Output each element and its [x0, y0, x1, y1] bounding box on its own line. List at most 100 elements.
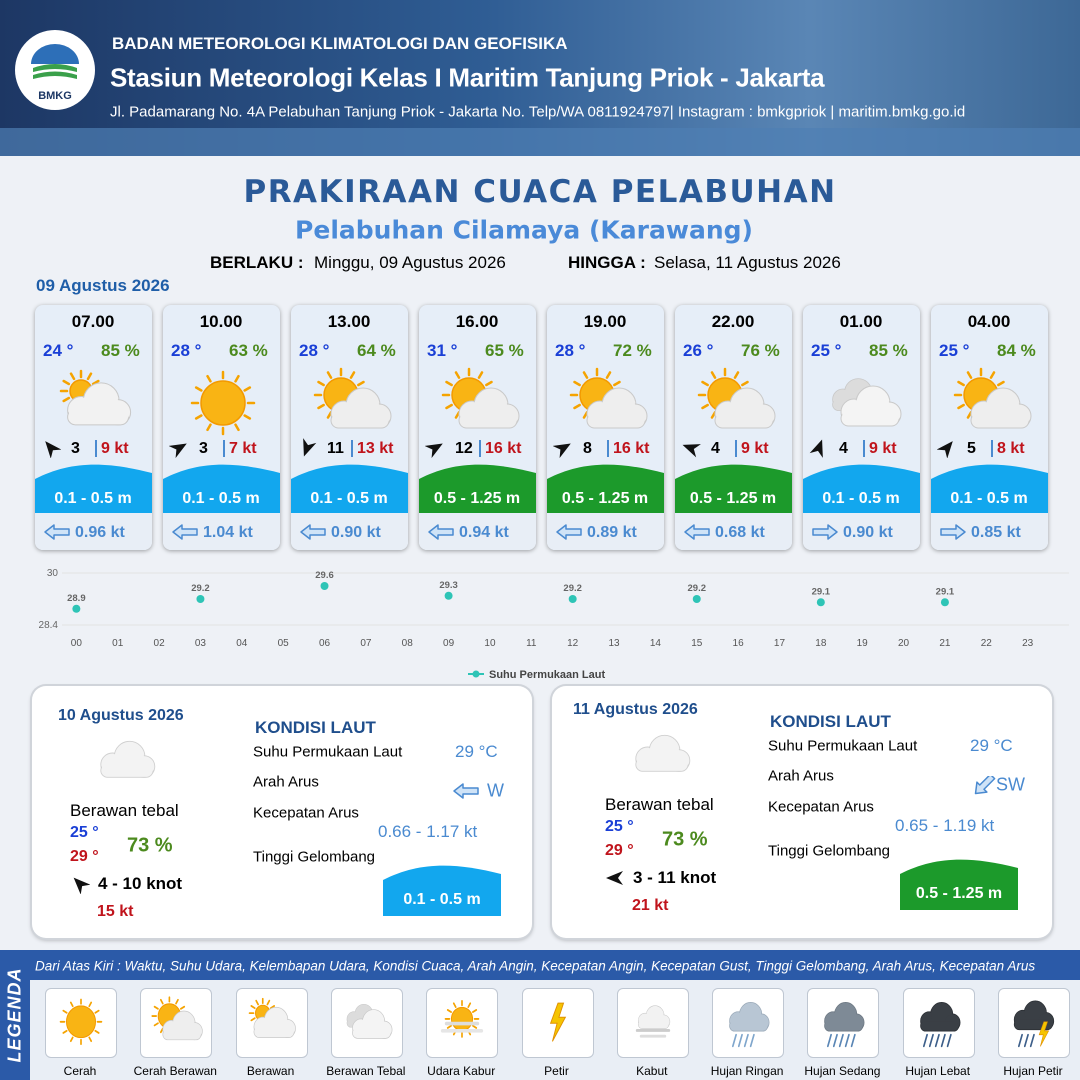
- weather-icon: [313, 367, 392, 429]
- gust: 7 kt: [229, 440, 257, 457]
- legend-icon-box: [807, 988, 880, 1058]
- icon: [635, 1005, 670, 1038]
- sst-point: [816, 598, 825, 607]
- wave-label: Tinggi Gelombang: [768, 842, 891, 860]
- time: 10.00: [199, 312, 243, 331]
- wave-height: 0.1 - 0.5 m: [54, 490, 132, 507]
- legend-item-label: Kabut: [636, 1064, 668, 1078]
- cloud: [1013, 1000, 1055, 1031]
- separator: [95, 440, 97, 457]
- wind-direction: [169, 443, 187, 458]
- logo: BMKG: [15, 30, 95, 110]
- time: 01.00: [839, 312, 883, 331]
- sun: [190, 370, 256, 436]
- current-speed: 0.85 kt: [971, 524, 1021, 541]
- wave: [803, 464, 920, 513]
- wind-speed: 12: [455, 440, 473, 457]
- legend-item-label: Cerah: [63, 1064, 97, 1078]
- humidity: 64 %: [357, 341, 396, 360]
- wave: [163, 464, 280, 513]
- cloud: [253, 1006, 296, 1038]
- wind-direction: [682, 444, 701, 458]
- x-tick-label: 23: [1022, 638, 1034, 649]
- wind-speed: 4: [839, 440, 848, 457]
- wave-shape: [163, 464, 280, 513]
- x-tick-label: 01: [112, 638, 124, 649]
- wave-height: 0.5 - 1.25 m: [561, 490, 649, 507]
- forecast-card: 22.00 26 ° 76 % 4 9 kt 0.5 - 1.25 m 0.68 kt: [675, 305, 792, 550]
- current-arrow: [556, 524, 582, 540]
- cloud: [919, 1001, 961, 1032]
- icon: [729, 1001, 770, 1048]
- legend-icon: [635, 1005, 670, 1038]
- data-label: 28.9: [67, 593, 86, 604]
- rain: [732, 1033, 755, 1048]
- wind-speed: 3: [199, 440, 208, 457]
- wind-speed: 8: [583, 440, 592, 457]
- legend-icon: [151, 996, 204, 1041]
- outlook-panel: 11 Agustus 2026 Berawan tebal 25 ° 29 ° 73 %…: [552, 686, 1052, 938]
- sst-point: [568, 595, 577, 603]
- wave-box: [383, 865, 501, 916]
- legend-icon: [248, 997, 296, 1038]
- temperature: 31 °: [427, 341, 458, 360]
- station: Stasiun Meteorologi Kelas I Maritim Tanj…: [110, 62, 825, 93]
- separator: [735, 440, 737, 457]
- x-tick-label: 22: [981, 638, 993, 649]
- wind-direction: [553, 443, 571, 458]
- current-direction: [812, 524, 838, 540]
- current-speed: 0.90 kt: [331, 524, 381, 541]
- legend-icon-box: [426, 988, 499, 1058]
- legend-icon: [824, 1001, 865, 1048]
- sst: 29 °C: [970, 736, 1013, 755]
- to-date: Selasa, 11 Agustus 2026: [654, 253, 841, 272]
- wind-arrow: [606, 871, 623, 885]
- data-label: 29.2: [688, 583, 707, 594]
- rain: [827, 1033, 857, 1048]
- separator: [223, 440, 225, 457]
- rain: [1017, 1033, 1035, 1048]
- wave-height: 0.5 - 1.25 m: [915, 885, 1003, 902]
- current-arrow: [684, 524, 710, 540]
- haze: [441, 1021, 484, 1033]
- temp-max: 29 °: [70, 848, 99, 865]
- temperature: 25 °: [939, 341, 970, 360]
- legend-icon: [346, 1003, 393, 1039]
- wave-height: 0.5 - 1.25 m: [689, 490, 777, 507]
- x-tick-label: 06: [319, 638, 331, 649]
- icon: [1013, 1000, 1055, 1048]
- data-label: 29.3: [439, 580, 458, 591]
- time: 16.00: [455, 312, 499, 331]
- icon: [441, 1000, 484, 1038]
- wave-shape: [291, 464, 408, 513]
- wave-height: 0.1 - 0.5 m: [182, 490, 260, 507]
- sst-point: [196, 595, 205, 603]
- legend-icon: [729, 1001, 770, 1048]
- forecast-card: 10.00 28 ° 63 % 3 7 kt 0.1 - 0.5 m 1.04 kt: [163, 305, 280, 550]
- wave-height: 0.1 - 0.5 m: [403, 891, 481, 908]
- wind-speed: 3: [71, 440, 80, 457]
- wave: [419, 464, 536, 513]
- current-direction: [684, 524, 710, 540]
- current-speed: 1.04 kt: [203, 524, 253, 541]
- rain: [922, 1033, 952, 1048]
- logo-text: BMKG: [38, 90, 72, 102]
- current-arrow: [453, 783, 479, 799]
- gust: 9 kt: [101, 440, 129, 457]
- sst: 29 °C: [455, 742, 498, 761]
- legend-icon-box: [616, 988, 689, 1058]
- x-tick-label: 14: [650, 638, 662, 649]
- wind-arrow: [937, 441, 953, 458]
- address: Jl. Padamarang No. 4A Pelabuhan Tanjung …: [110, 103, 966, 121]
- temperature: 28 °: [555, 341, 586, 360]
- legend-title: LEGENDA: [4, 967, 25, 1063]
- wind-direction: [303, 438, 317, 457]
- wave-label: Tinggi Gelombang: [253, 848, 376, 866]
- time: 04.00: [967, 312, 1011, 331]
- humidity: 85 %: [101, 341, 140, 360]
- current-dir-label: Arah Arus: [253, 773, 319, 791]
- sst-point: [444, 591, 453, 600]
- wind-arrow: [809, 439, 823, 458]
- forecast-card: 01.00 25 ° 85 % 4 9 kt 0.1 - 0.5 m 0.90 kt: [803, 305, 920, 550]
- legend-item-label: Hujan Petir: [1003, 1064, 1063, 1078]
